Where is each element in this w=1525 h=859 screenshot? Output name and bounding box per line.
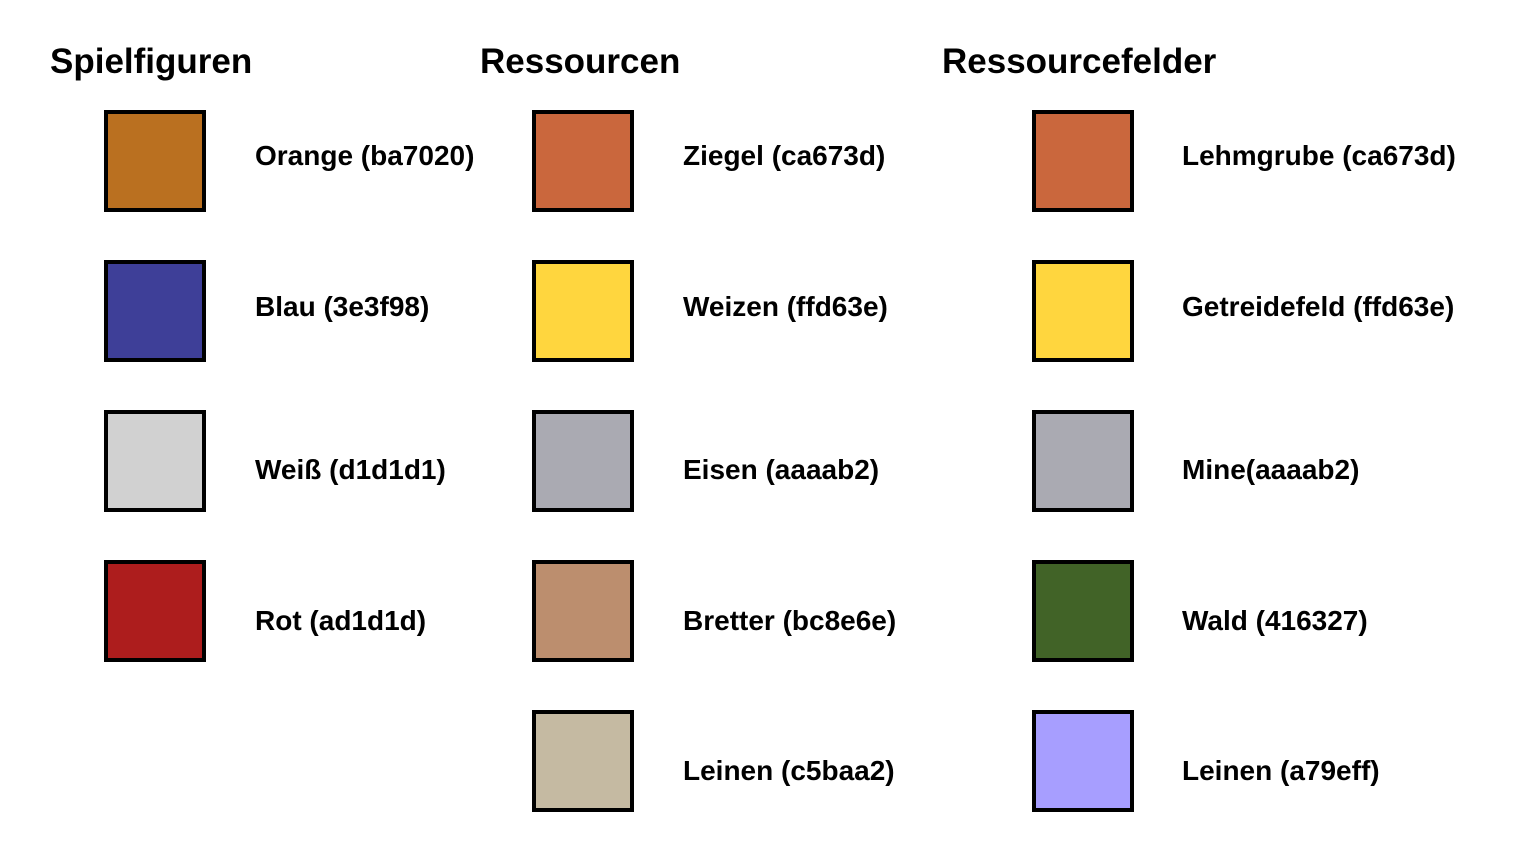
color-swatch xyxy=(1032,110,1134,212)
color-label: Bretter (bc8e6e) xyxy=(683,605,897,636)
color-label: Weizen (ffd63e) xyxy=(683,291,888,322)
color-swatch xyxy=(532,260,634,362)
color-label: Leinen (a79eff) xyxy=(1182,755,1380,786)
color-label: Leinen (c5baa2) xyxy=(683,755,895,786)
color-swatch xyxy=(1032,410,1134,512)
color-label: Weiß (d1d1d1) xyxy=(255,454,446,485)
color-label: Getreidefeld (ffd63e) xyxy=(1182,291,1455,322)
color-swatch xyxy=(104,560,206,662)
color-label: Wald (416327) xyxy=(1182,605,1368,636)
color-swatch xyxy=(104,260,206,362)
color-label: Orange (ba7020) xyxy=(255,140,475,171)
color-label: Eisen (aaaab2) xyxy=(683,454,880,485)
color-swatch xyxy=(104,110,206,212)
color-swatch xyxy=(1032,260,1134,362)
column-heading: Ressourcen xyxy=(480,42,681,81)
color-swatch xyxy=(532,410,634,512)
color-label: Rot (ad1d1d) xyxy=(255,605,427,636)
color-label: Ziegel (ca673d) xyxy=(683,140,886,171)
color-swatch xyxy=(532,110,634,212)
color-swatch xyxy=(104,410,206,512)
color-label: Blau (3e3f98) xyxy=(255,291,430,322)
color-swatch xyxy=(1032,560,1134,662)
column-heading: Spielfiguren xyxy=(50,42,253,81)
color-label: Mine(aaaab2) xyxy=(1182,454,1360,485)
color-swatch xyxy=(1032,710,1134,812)
column-heading: Ressourcefelder xyxy=(942,42,1217,81)
color-label: Lehmgrube (ca673d) xyxy=(1182,140,1456,171)
color-swatch xyxy=(532,710,634,812)
color-swatch xyxy=(532,560,634,662)
